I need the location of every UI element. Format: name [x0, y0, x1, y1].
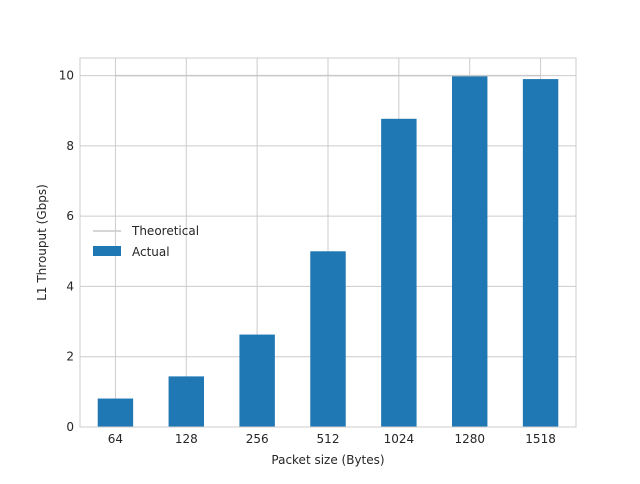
y-tick-label: 10	[59, 69, 74, 83]
bar-actual	[522, 79, 559, 427]
x-tick-label: 64	[108, 432, 123, 446]
x-tick-label: 1280	[454, 432, 485, 446]
legend: Theoretical Actual	[93, 224, 199, 259]
x-tick-label: 1518	[525, 432, 556, 446]
legend-theoretical-label: Theoretical	[131, 224, 199, 238]
y-tick-label: 0	[66, 420, 74, 434]
x-tick-label: 128	[175, 432, 198, 446]
y-tick-label: 4	[66, 279, 74, 293]
bar-actual	[97, 398, 134, 427]
y-tick-label: 6	[66, 209, 74, 223]
bar-actual	[452, 75, 488, 428]
y-tick-label: 2	[66, 350, 74, 364]
y-tick-labels: 0 2 4 6 8 10	[59, 69, 74, 434]
bar-actual	[168, 376, 204, 427]
legend-actual-swatch	[93, 246, 121, 256]
legend-actual-label: Actual	[132, 245, 170, 259]
bar-actual	[310, 251, 346, 427]
x-tick-label: 256	[246, 432, 269, 446]
bar-actual	[381, 118, 417, 427]
bars-layer	[97, 75, 559, 428]
bar-actual	[239, 334, 275, 427]
x-tick-label: 1024	[384, 432, 415, 446]
plot-frame	[79, 57, 577, 428]
y-axis-label: L1 Throuput (Gbps)	[35, 184, 49, 301]
x-axis-label: Packet size (Bytes)	[271, 453, 384, 467]
y-tick-label: 8	[66, 139, 74, 153]
x-tick-label: 512	[317, 432, 340, 446]
x-tick-labels: 64 128 256 512 1024 1280 1518	[108, 432, 556, 446]
